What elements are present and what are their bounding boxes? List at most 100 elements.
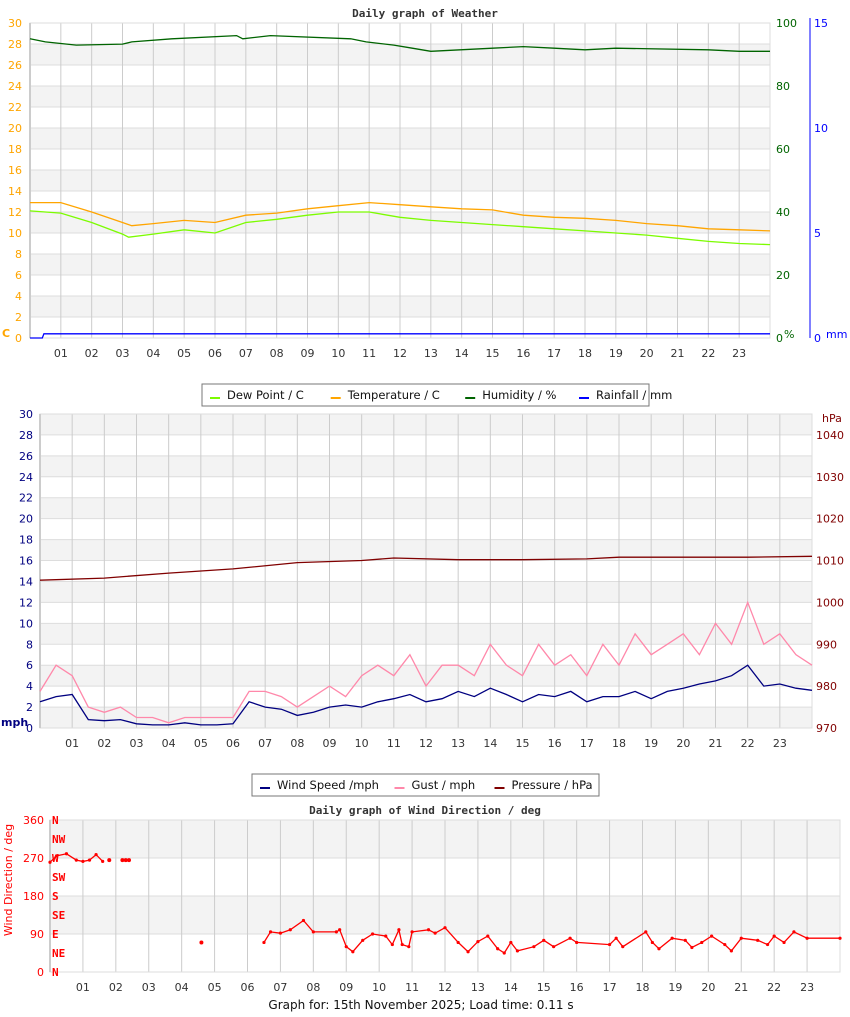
chart3-title: Daily graph of Wind Direction / deg — [309, 804, 541, 817]
wind-direction-point — [650, 940, 654, 945]
wind-direction-point — [805, 936, 809, 940]
wind-direction-point — [426, 928, 431, 932]
left-y-tick: 14 — [8, 185, 22, 198]
x-tick-label: 03 — [142, 981, 156, 994]
legend-label: Gust / mph — [412, 778, 476, 792]
legend-swatch — [579, 397, 589, 399]
wind-direction-point — [81, 859, 85, 863]
left-y-tick: 18 — [8, 143, 22, 156]
x-tick-label: 03 — [130, 737, 144, 750]
x-tick-label: 05 — [194, 737, 208, 750]
x-tick-label: 22 — [767, 981, 781, 994]
x-tick-label: 20 — [640, 347, 654, 360]
wind-direction-point — [54, 854, 59, 858]
humidity-y-tick: 40 — [776, 206, 790, 219]
wind-direction-point — [338, 928, 342, 932]
wind-direction-point — [756, 938, 760, 942]
wind-direction-point — [515, 949, 520, 953]
pressure-y-tick: 1000 — [816, 596, 844, 609]
legend-label: Humidity / % — [482, 388, 556, 402]
x-tick-label: 18 — [636, 981, 650, 994]
wind-direction-point — [410, 930, 414, 934]
left-y-tick: 6 — [15, 269, 22, 282]
pressure-y-tick: 1020 — [816, 513, 844, 526]
left-y-tick: 12 — [19, 596, 33, 609]
pressure-y-tick: 980 — [816, 680, 837, 693]
humidity-y-tick: 0 — [776, 332, 783, 345]
wind-direction-point — [607, 942, 612, 947]
wind-direction-point — [199, 940, 204, 945]
wind-direction-point — [838, 936, 842, 940]
wind-direction-point — [568, 936, 572, 940]
wind-direction-point — [792, 930, 796, 934]
left-y-tick: 16 — [19, 555, 33, 568]
x-tick-label: 09 — [339, 981, 353, 994]
rainfall-y-tick: 5 — [814, 227, 821, 240]
legend-box — [201, 383, 650, 407]
wind-direction-point — [443, 926, 447, 930]
wind-direction-point — [476, 940, 480, 944]
x-tick-label: 16 — [548, 737, 562, 750]
wind-direction-point — [466, 950, 470, 954]
wind-direction-point — [120, 858, 125, 863]
wind-direction-point — [772, 934, 776, 938]
wind-direction-point — [311, 930, 315, 934]
x-tick-label: 05 — [177, 347, 191, 360]
x-tick-label: 09 — [323, 737, 337, 750]
wind-speed-line — [39, 664, 813, 726]
rainfall-y-tick: 15 — [814, 17, 828, 30]
humidity-axis-unit: % — [784, 328, 794, 341]
wind-direction-point — [710, 934, 714, 938]
x-tick-label: 04 — [146, 347, 160, 360]
wind-pressure-chart: 01 02 03 04 05 06 07 08 09 10 11 12 13 14 15 16 17 18 19 20… — [1, 408, 844, 797]
left-y-tick: 2 — [26, 701, 33, 714]
wind-direction-point — [739, 936, 743, 940]
x-tick-label: 11 — [405, 981, 419, 994]
left-y-tick: 28 — [8, 38, 22, 51]
x-tick-label: 19 — [644, 737, 658, 750]
left-y-tick: 22 — [19, 492, 33, 505]
wind-direction-point — [433, 931, 437, 935]
x-tick-label: 21 — [709, 737, 723, 750]
x-tick-label: 07 — [258, 737, 272, 750]
x-tick-label: 19 — [609, 347, 623, 360]
x-tick-label: 12 — [393, 347, 407, 360]
wind-direction-point — [127, 858, 131, 863]
weather-chart: 01 02 03 04 05 06 07 08 09 10 11 12 13 14 15 16 17 18 19 20… — [2, 17, 847, 407]
legend-label: Wind Speed /mph — [277, 778, 379, 792]
compass-label: N — [52, 814, 59, 827]
wind-direction-point — [456, 940, 460, 945]
x-tick-label: 13 — [451, 737, 465, 750]
left-y-tick: 18 — [19, 534, 33, 547]
x-tick-label: 18 — [578, 347, 592, 360]
x-tick-label: 16 — [516, 347, 530, 360]
x-tick-label: 04 — [162, 737, 176, 750]
humidity-line — [29, 34, 770, 52]
x-tick-label: 15 — [537, 981, 551, 994]
legend-label: Rainfall / mm — [596, 388, 672, 402]
compass-label: NW — [52, 833, 66, 846]
wind-direction-point — [621, 945, 625, 949]
wind-direction-point — [384, 934, 388, 938]
wind-direction-point — [87, 858, 92, 862]
humidity-y-tick: 100 — [776, 17, 797, 30]
compass-label: E — [52, 928, 59, 941]
left-y-tick: 26 — [8, 59, 22, 72]
rainfall-axis-unit: mm — [826, 328, 847, 341]
x-tick-label: 05 — [208, 981, 222, 994]
pressure-y-tick: 1010 — [816, 555, 844, 568]
left-y-tick: 10 — [19, 617, 33, 630]
left-y-tick: 30 — [8, 17, 22, 30]
wind-direction-point — [502, 951, 506, 955]
y-tick-label: 360 — [23, 814, 44, 827]
left-y-tick: 16 — [8, 164, 22, 177]
wind-direction-point — [683, 938, 687, 942]
x-tick-label: 04 — [175, 981, 189, 994]
wind-direction-point — [344, 945, 348, 949]
left-y-tick: 26 — [19, 450, 33, 463]
wind-direction-point — [670, 936, 674, 940]
left-y-tick: 4 — [26, 680, 33, 693]
legend-swatch — [260, 787, 270, 789]
y-axis-label: Wind Direction / deg — [2, 824, 15, 936]
